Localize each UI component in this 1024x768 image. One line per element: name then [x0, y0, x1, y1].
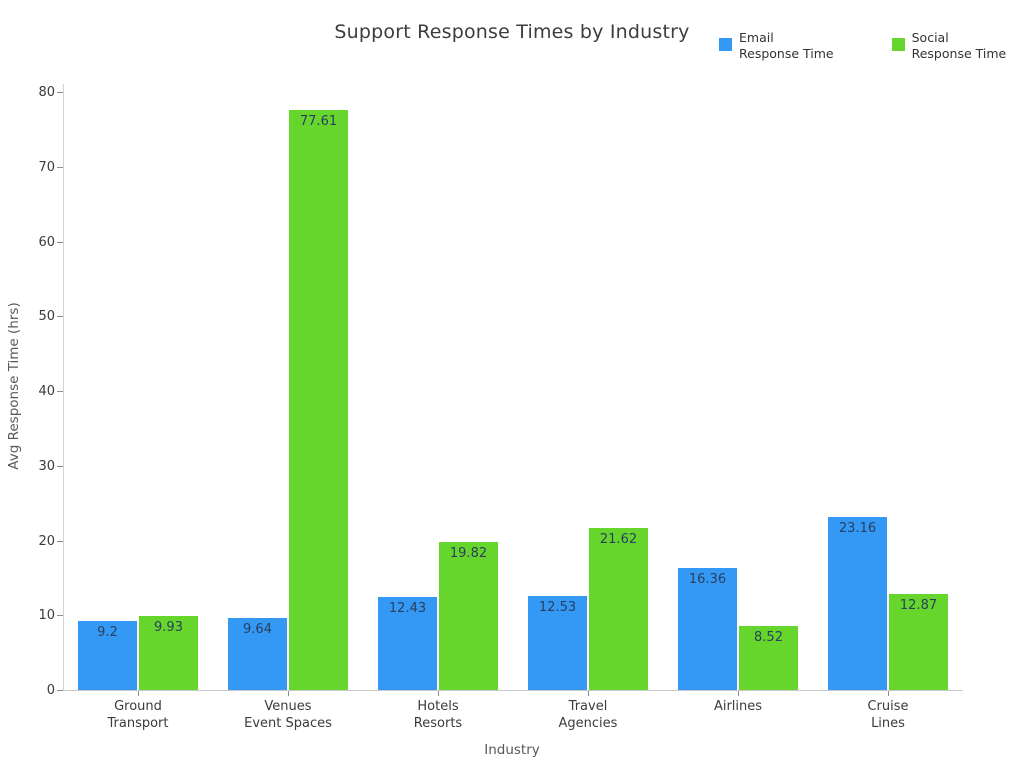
chart-title: Support Response Times by Industry [334, 21, 690, 43]
y-tick-mark [57, 166, 63, 168]
y-tick-label: 80 [38, 85, 55, 100]
x-tick-label: Hotels Resorts [413, 699, 463, 731]
x-tick-label: Travel Agencies [558, 699, 618, 731]
y-tick-mark [57, 615, 63, 617]
x-axis-line [63, 690, 963, 691]
bar-value-label: 21.62 [599, 532, 638, 548]
x-axis-title: Industry [484, 742, 540, 758]
x-tick-mark [438, 691, 439, 696]
bar: 21.62 [589, 528, 648, 690]
y-tick-label: 70 [38, 159, 55, 175]
y-tick-mark [57, 92, 63, 93]
bar: 77.61 [289, 109, 348, 690]
bar-value-label: 12.53 [538, 600, 577, 616]
x-tick-mark [588, 691, 589, 696]
bar-value-label: 16.36 [688, 571, 727, 587]
bar: 12.43 [378, 597, 437, 690]
bar: 9.64 [228, 617, 287, 690]
bar-value-label: 23.16 [838, 520, 877, 536]
legend-item-social: Social Response Time [891, 30, 1007, 61]
y-tick-label: 20 [38, 533, 55, 549]
x-tick-label: Cruise Lines [867, 699, 909, 731]
y-axis-title: Avg Response Time (hrs) [6, 302, 22, 470]
y-tick-mark [57, 690, 63, 691]
x-tick-label: Venues Event Spaces [244, 699, 332, 731]
bar-value-label: 9.2 [97, 625, 118, 641]
bar-value-label: 9.64 [243, 621, 272, 637]
legend: Email Response Time Social Response Time [719, 30, 1006, 61]
x-tick-mark [888, 691, 889, 696]
y-tick-mark [57, 391, 63, 392]
x-tick-mark [288, 691, 289, 696]
bar-value-label: 12.87 [899, 597, 938, 613]
bar: 23.16 [828, 516, 887, 690]
y-tick-mark [57, 241, 63, 243]
y-tick-label: 0 [46, 683, 55, 698]
bar: 9.93 [139, 615, 198, 690]
y-axis-line [63, 84, 64, 690]
y-tick-mark [57, 465, 63, 467]
legend-swatch-email [719, 38, 732, 51]
y-tick-label: 10 [38, 608, 55, 624]
bar: 8.52 [739, 626, 798, 690]
y-tick-label: 40 [38, 384, 55, 399]
bar-value-label: 77.61 [299, 113, 338, 129]
x-tick-mark [738, 691, 739, 696]
y-tick-label: 50 [38, 309, 55, 325]
y-tick-label: 30 [38, 458, 55, 474]
legend-label-social: Social Response Time [911, 30, 1007, 61]
y-tick-mark [57, 540, 63, 542]
bar: 19.82 [439, 541, 498, 690]
bar: 16.36 [678, 567, 737, 690]
bar: 9.2 [78, 621, 137, 690]
legend-label-email: Email Response Time [739, 30, 834, 61]
x-tick-label: Airlines [713, 699, 763, 714]
y-tick-mark [57, 316, 63, 318]
legend-item-email: Email Response Time [719, 30, 834, 61]
x-tick-label: Ground Transport [107, 699, 169, 731]
bar-value-label: 19.82 [449, 545, 488, 561]
x-tick-mark [138, 691, 139, 696]
bar-value-label: 8.52 [754, 630, 783, 646]
legend-swatch-social [891, 38, 905, 51]
bar-value-label: 9.93 [154, 619, 183, 635]
bar: 12.87 [889, 593, 948, 690]
bar-value-label: 12.43 [388, 601, 427, 617]
y-tick-label: 60 [38, 234, 55, 250]
bar: 12.53 [528, 596, 587, 690]
